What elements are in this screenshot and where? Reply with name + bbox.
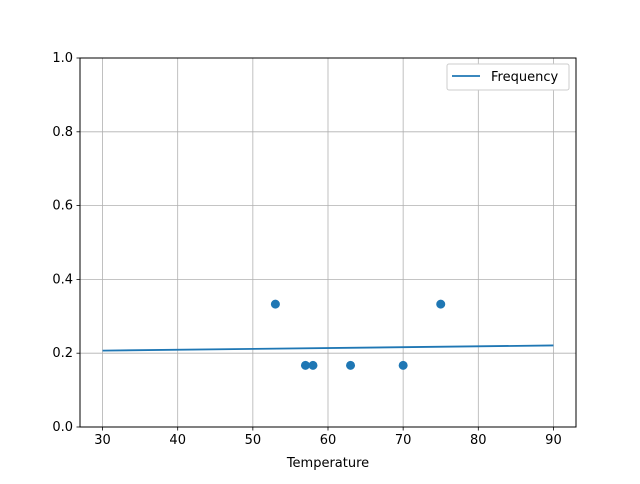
legend-box <box>446 63 570 91</box>
ticks: 30 40 50 60 70 80 90 0.0 0.2 0.4 0.6 0.8 1.0 <box>52 51 561 448</box>
legend: Frequency <box>446 63 570 91</box>
data-point <box>346 360 356 370</box>
y-tick-label: 0.4 <box>52 272 73 287</box>
y-tick-label: 0.6 <box>52 199 73 214</box>
y-tick-label: 0.0 <box>52 420 73 435</box>
y-tick-label: 0.8 <box>52 125 73 140</box>
x-tick-label: 30 <box>94 433 111 448</box>
x-tick-label: 90 <box>545 433 562 448</box>
x-tick-label: 70 <box>395 433 412 448</box>
plot-marks <box>102 299 554 370</box>
legend-label: Frequency <box>491 70 558 85</box>
y-tick-label: 0.2 <box>52 346 73 361</box>
x-tick-label: 60 <box>320 433 337 448</box>
data-point <box>308 360 318 370</box>
x-tick-label: 80 <box>470 433 487 448</box>
data-point <box>270 299 280 309</box>
data-point <box>436 299 446 309</box>
data-point <box>398 360 408 370</box>
x-tick-label: 50 <box>245 433 262 448</box>
frequency-line <box>102 344 554 352</box>
x-tick-label: 40 <box>169 433 186 448</box>
x-axis-label: Temperature <box>286 456 369 471</box>
data-point <box>300 360 310 370</box>
y-tick-label: 1.0 <box>52 51 73 66</box>
